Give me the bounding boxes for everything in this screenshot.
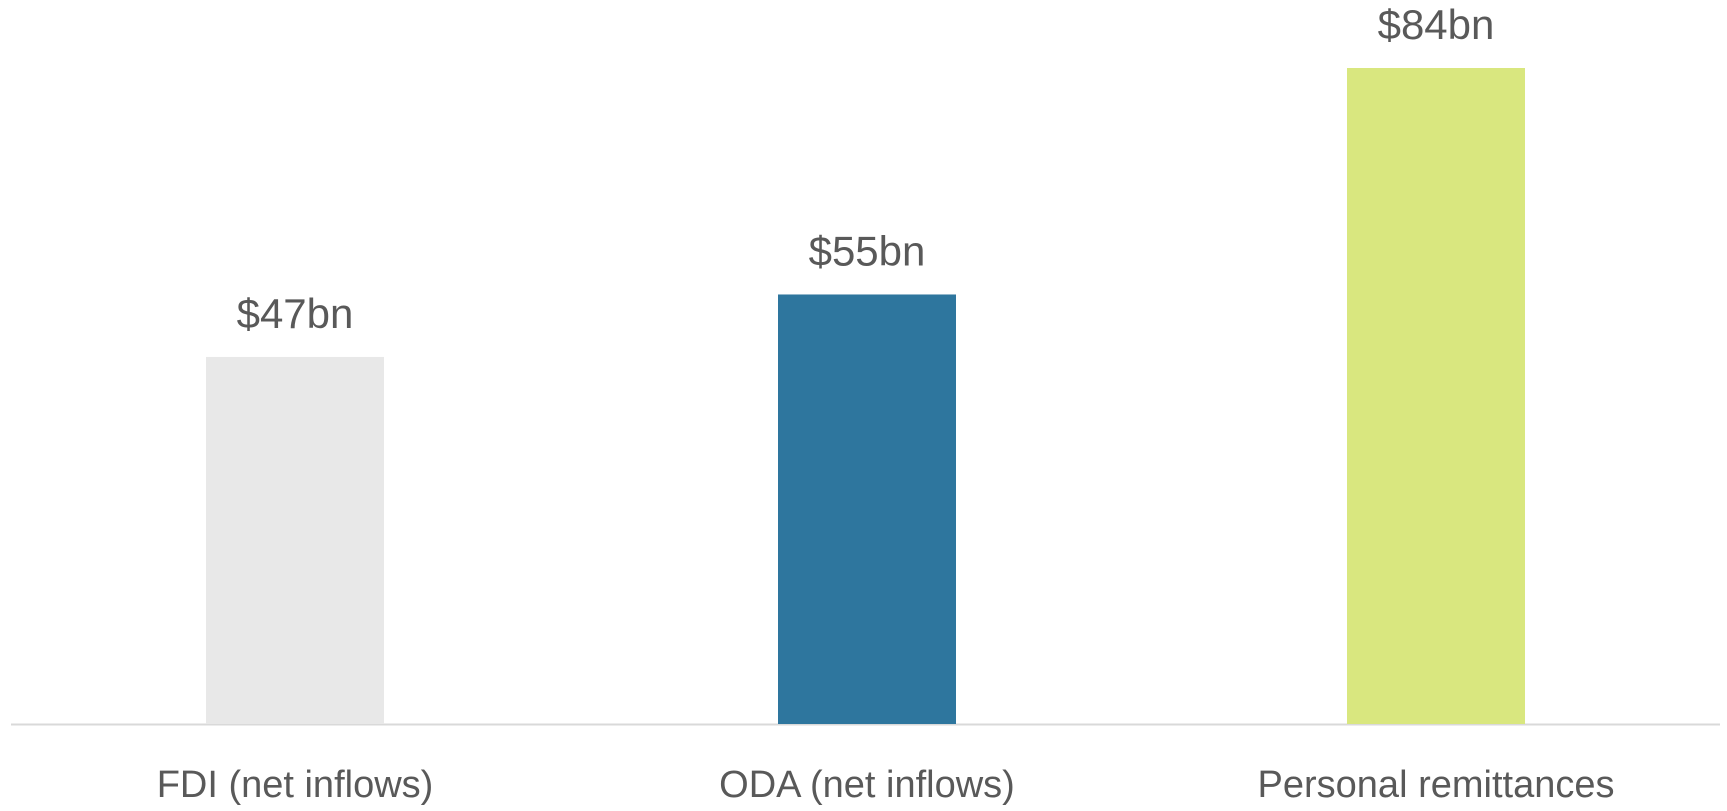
x-tick-label: ODA (net inflows) [719,764,1015,806]
bar [778,294,956,724]
x-tick-label: Personal remittances [1258,764,1615,806]
value-label: $84bn [1378,1,1495,48]
value-label: $55bn [809,228,926,275]
bar [206,356,384,724]
x-tick-label: FDI (net inflows) [157,764,434,806]
value-label: $47bn [237,290,354,337]
bar [1347,68,1525,724]
